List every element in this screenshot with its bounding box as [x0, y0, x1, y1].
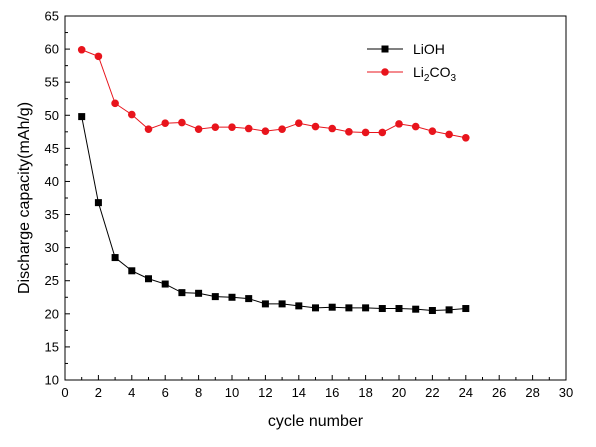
data-point-li2co3: [128, 110, 136, 119]
y-tick-label-65: 65: [45, 9, 59, 24]
data-point-li2co3: [194, 125, 203, 133]
legend-marker-lioh: [381, 45, 389, 53]
y-tick-label-10: 10: [45, 373, 59, 388]
legend-label-lioh: LiOH: [413, 41, 445, 57]
data-point-lioh: [378, 305, 386, 313]
data-point-li2co3: [77, 45, 86, 54]
data-point-li2co3: [345, 128, 353, 136]
y-tick-label-55: 55: [45, 75, 59, 90]
data-point-lioh: [278, 300, 286, 308]
data-point-li2co3: [411, 122, 420, 131]
x-tick-label-2: 2: [95, 385, 102, 400]
data-point-li2co3: [462, 133, 470, 142]
x-tick-label-4: 4: [128, 385, 135, 400]
data-point-lioh: [78, 113, 86, 121]
data-point-lioh: [395, 305, 403, 313]
y-tick-label-30: 30: [45, 240, 59, 255]
x-tick-label-18: 18: [358, 385, 372, 400]
legend-label-li2co3: Li2CO3: [413, 64, 456, 84]
data-point-lioh: [312, 304, 319, 312]
data-point-li2co3: [111, 99, 119, 108]
data-point-li2co3: [94, 52, 103, 61]
data-point-li2co3: [328, 124, 337, 133]
data-point-lioh: [261, 300, 269, 308]
x-tick-label-22: 22: [425, 385, 439, 400]
x-tick-label-0: 0: [61, 385, 68, 400]
data-point-li2co3: [361, 128, 370, 137]
y-tick-label-45: 45: [45, 141, 59, 156]
data-point-lioh: [428, 307, 436, 315]
data-point-lioh: [345, 304, 353, 312]
y-tick-label-40: 40: [45, 174, 59, 189]
data-point-li2co3: [211, 123, 220, 131]
data-point-lioh: [412, 305, 420, 313]
axes-layer: 0 2 4 6 8 10 12 14 16 18 20 22 24 26 28 301015202530354…: [45, 9, 574, 401]
data-point-lioh: [145, 275, 152, 283]
data-point-lioh: [445, 306, 453, 314]
data-point-lioh: [195, 289, 203, 297]
data-point-li2co3: [378, 128, 387, 137]
y-tick-label-50: 50: [45, 108, 59, 123]
x-tick-label-6: 6: [162, 385, 169, 400]
legend-label-li2co3-base: Li: [413, 64, 424, 80]
data-point-lioh: [362, 304, 370, 312]
data-point-li2co3: [278, 125, 286, 133]
data-point-lioh: [295, 302, 303, 310]
data-point-li2co3: [161, 119, 169, 128]
legend-label-li2co3-sub1: 2: [424, 73, 430, 84]
data-point-lioh: [462, 305, 470, 313]
legend-marker-li2co3: [381, 68, 389, 76]
data-point-lioh: [211, 293, 219, 301]
data-point-li2co3: [445, 130, 453, 139]
x-tick-label-24: 24: [459, 385, 473, 400]
legend: LiOH Li2CO3: [367, 41, 456, 84]
x-tick-label-14: 14: [292, 385, 306, 400]
data-point-li2co3: [244, 124, 253, 133]
y-tick-label-25: 25: [45, 273, 59, 288]
x-axis-title: cycle number: [268, 413, 364, 430]
x-tick-label-30: 30: [559, 385, 573, 400]
data-point-lioh: [178, 289, 186, 297]
data-point-li2co3: [295, 119, 303, 128]
x-tick-label-28: 28: [525, 385, 539, 400]
x-tick-label-26: 26: [492, 385, 506, 400]
x-tick-label-8: 8: [195, 385, 202, 400]
data-point-li2co3: [428, 127, 437, 135]
data-point-lioh: [161, 280, 169, 288]
x-tick-label-10: 10: [225, 385, 239, 400]
data-point-li2co3: [144, 125, 153, 133]
y-tick-label-15: 15: [45, 339, 59, 354]
legend-label-li2co3-sub2: 3: [450, 73, 456, 84]
legend-label-li2co3-mid: CO: [429, 64, 450, 80]
data-point-li2co3: [395, 120, 403, 128]
data-point-lioh: [128, 267, 136, 275]
x-tick-label-16: 16: [325, 385, 339, 400]
data-point-lioh: [245, 295, 253, 303]
series-layer: [77, 45, 470, 315]
data-point-li2co3: [261, 127, 270, 135]
data-point-lioh: [111, 254, 119, 262]
data-point-li2co3: [311, 122, 320, 131]
x-tick-label-20: 20: [392, 385, 406, 400]
data-point-li2co3: [178, 118, 186, 127]
data-point-lioh: [328, 303, 336, 311]
data-point-lioh: [94, 199, 102, 207]
y-axis-title: Discharge capacity(mAh/g): [16, 102, 33, 294]
y-tick-label-20: 20: [45, 306, 59, 321]
x-tick-label-12: 12: [258, 385, 272, 400]
data-point-lioh: [228, 293, 236, 301]
y-tick-label-35: 35: [45, 207, 59, 222]
y-tick-label-60: 60: [45, 42, 59, 57]
data-point-li2co3: [228, 123, 236, 131]
